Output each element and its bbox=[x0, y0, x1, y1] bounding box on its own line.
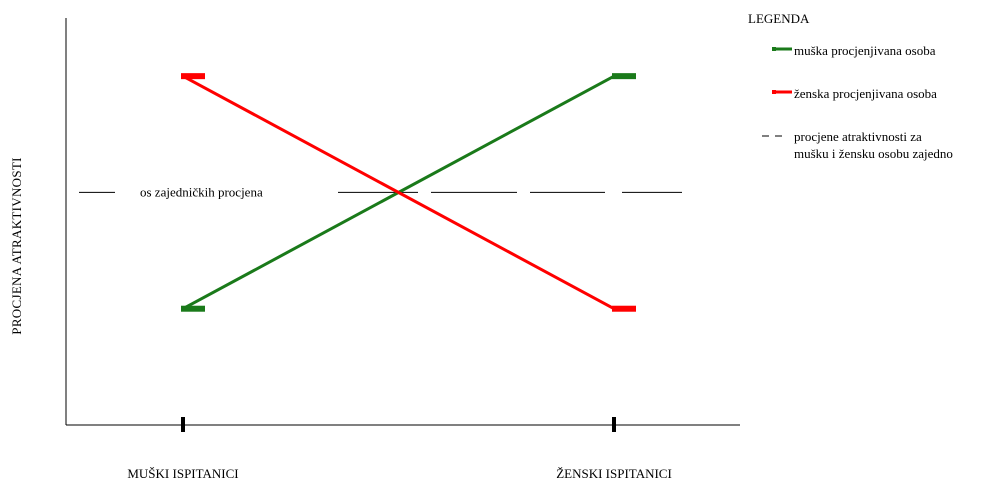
legend-item: muška procjenjivana osoba bbox=[748, 42, 993, 59]
legend-swatch bbox=[760, 128, 794, 142]
legend-label: muška procjenjivana osoba bbox=[794, 42, 936, 59]
legend-label-line: procjene atraktivnosti za bbox=[794, 129, 922, 144]
series-point bbox=[612, 305, 636, 312]
x-tick-label: ŽENSKI ISPITANICI bbox=[556, 466, 672, 481]
legend-swatch bbox=[760, 42, 794, 56]
legend-label-line: mušku i žensku osobu zajedno bbox=[794, 146, 953, 161]
series-point bbox=[181, 73, 205, 80]
y-axis-title: PROCJENA ATRAKTIVNOSTI bbox=[9, 157, 24, 334]
series-point bbox=[181, 305, 205, 312]
legend-label-line: muška procjenjivana osoba bbox=[794, 43, 936, 58]
x-tick-label: MUŠKI ISPITANICI bbox=[127, 466, 238, 481]
series-line bbox=[182, 74, 615, 311]
series-point bbox=[612, 73, 636, 80]
legend-item: procjene atraktivnosti za mušku i žensku … bbox=[748, 128, 993, 162]
reference-line-label: os zajedničkih procjena bbox=[140, 184, 263, 199]
legend-swatch bbox=[760, 85, 794, 99]
legend-label-line: ženska procjenjivana osoba bbox=[794, 86, 937, 101]
legend: LEGENDA muška procjenjivana osoba ženska … bbox=[748, 11, 993, 188]
legend-label: ženska procjenjivana osoba bbox=[794, 85, 937, 102]
legend-label: procjene atraktivnosti za mušku i žensku … bbox=[794, 128, 953, 162]
legend-item: ženska procjenjivana osoba bbox=[748, 85, 993, 102]
legend-title: LEGENDA bbox=[748, 11, 810, 26]
